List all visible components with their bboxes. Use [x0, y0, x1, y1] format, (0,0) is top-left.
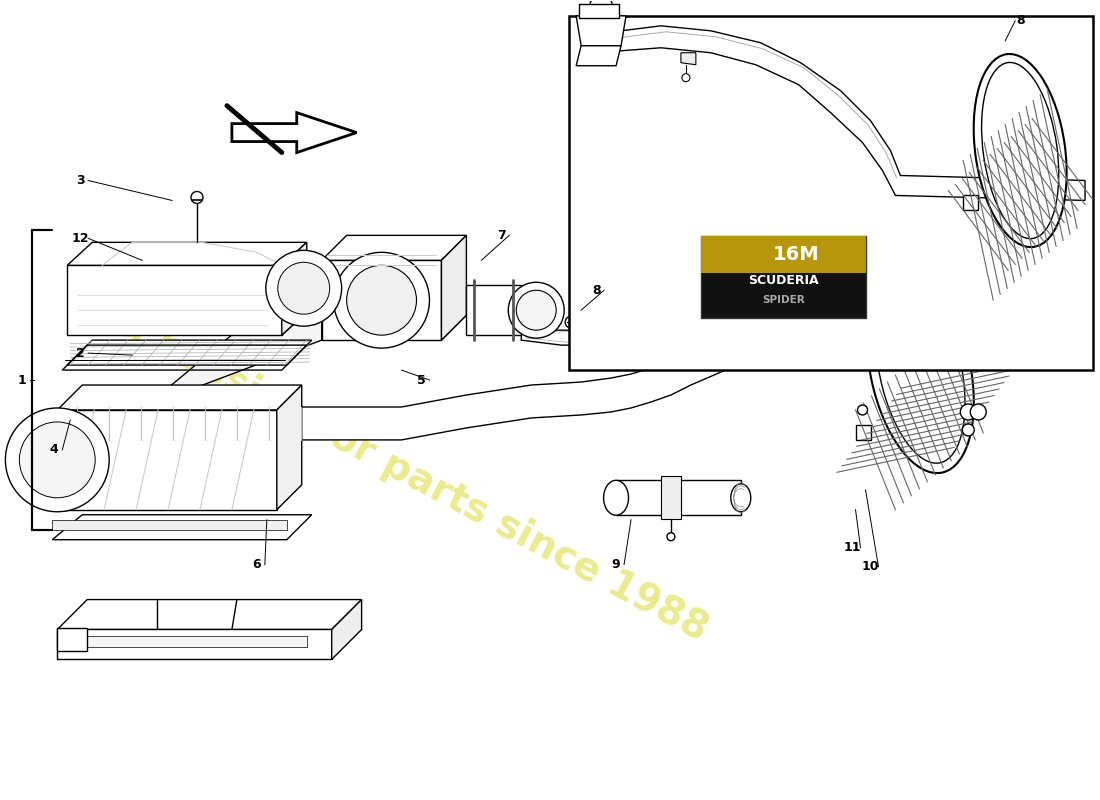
Circle shape [582, 314, 586, 318]
Circle shape [516, 290, 557, 330]
Circle shape [20, 422, 96, 498]
Circle shape [579, 322, 590, 334]
Circle shape [747, 340, 755, 348]
Polygon shape [67, 340, 311, 365]
Text: 9: 9 [612, 558, 620, 571]
Circle shape [278, 262, 330, 314]
Text: 3: 3 [76, 174, 85, 187]
Text: 11: 11 [844, 541, 861, 554]
Circle shape [594, 320, 598, 324]
Text: SPIDER: SPIDER [762, 295, 804, 305]
Polygon shape [441, 235, 466, 340]
Circle shape [6, 408, 109, 512]
Circle shape [682, 74, 690, 82]
Text: 10: 10 [861, 560, 879, 573]
Circle shape [579, 312, 582, 316]
Polygon shape [321, 260, 441, 340]
Circle shape [700, 313, 710, 323]
Circle shape [574, 310, 579, 314]
Ellipse shape [604, 480, 628, 515]
Polygon shape [964, 195, 978, 210]
Circle shape [266, 250, 342, 326]
Circle shape [786, 344, 794, 352]
Bar [569, 16, 1093, 370]
Bar [701, 236, 866, 273]
Text: 2: 2 [76, 346, 85, 360]
Polygon shape [661, 476, 681, 518]
Text: 3d passion for parts since 1988: 3d passion for parts since 1988 [88, 291, 715, 648]
Ellipse shape [876, 277, 965, 463]
Polygon shape [57, 260, 321, 480]
Ellipse shape [974, 54, 1067, 247]
Polygon shape [57, 385, 301, 410]
Circle shape [970, 404, 987, 420]
Polygon shape [591, 26, 1085, 201]
Circle shape [565, 316, 578, 328]
Text: 5: 5 [417, 374, 426, 386]
Circle shape [962, 424, 975, 436]
Circle shape [616, 329, 626, 339]
Polygon shape [57, 627, 87, 651]
Circle shape [590, 318, 594, 322]
Polygon shape [521, 193, 850, 345]
Text: SCUDERIA: SCUDERIA [748, 274, 818, 287]
Circle shape [598, 322, 602, 326]
Circle shape [672, 321, 682, 331]
Polygon shape [856, 292, 870, 310]
Polygon shape [232, 113, 356, 153]
Polygon shape [53, 520, 287, 530]
Text: 8: 8 [1016, 14, 1024, 27]
Polygon shape [321, 315, 466, 340]
Circle shape [858, 298, 868, 307]
Polygon shape [67, 266, 282, 335]
Circle shape [960, 404, 977, 420]
Circle shape [667, 533, 675, 541]
Polygon shape [579, 4, 619, 18]
Ellipse shape [981, 62, 1059, 238]
Polygon shape [53, 514, 311, 540]
Text: 1: 1 [18, 374, 26, 386]
Circle shape [826, 345, 835, 353]
Polygon shape [576, 16, 626, 46]
Ellipse shape [730, 484, 751, 512]
Circle shape [644, 327, 654, 337]
Circle shape [586, 330, 596, 340]
Polygon shape [332, 599, 362, 659]
Polygon shape [681, 53, 696, 65]
Polygon shape [57, 410, 277, 510]
Polygon shape [526, 213, 836, 342]
Polygon shape [307, 260, 321, 312]
Circle shape [858, 405, 868, 415]
Polygon shape [57, 630, 332, 659]
Text: 12: 12 [72, 232, 89, 245]
Polygon shape [616, 480, 740, 514]
Polygon shape [82, 637, 307, 647]
Text: 7: 7 [497, 229, 506, 242]
Text: 4: 4 [50, 443, 58, 456]
Polygon shape [576, 46, 621, 66]
Polygon shape [856, 425, 870, 440]
Polygon shape [466, 286, 521, 335]
Circle shape [191, 191, 204, 203]
Polygon shape [67, 242, 307, 266]
Text: 6: 6 [253, 558, 261, 571]
Bar [701, 236, 866, 318]
Ellipse shape [867, 267, 974, 473]
Circle shape [508, 282, 564, 338]
Polygon shape [701, 315, 891, 355]
Polygon shape [277, 385, 301, 510]
Polygon shape [57, 599, 362, 630]
Text: 8: 8 [592, 284, 601, 297]
Circle shape [586, 316, 590, 320]
Polygon shape [321, 235, 466, 260]
Polygon shape [63, 275, 850, 440]
Polygon shape [282, 242, 307, 335]
Circle shape [333, 252, 429, 348]
Circle shape [346, 266, 417, 335]
Polygon shape [67, 312, 307, 335]
Circle shape [602, 324, 606, 328]
Text: 16M: 16M [773, 245, 820, 264]
